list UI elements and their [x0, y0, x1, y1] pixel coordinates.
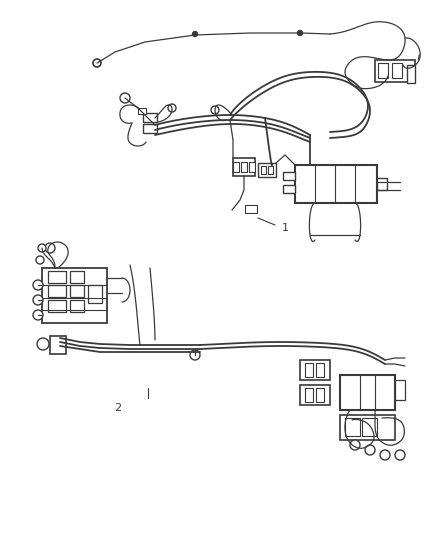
Bar [70, 300, 84, 312]
Bar [233, 162, 238, 172]
Circle shape [93, 59, 101, 67]
Bar [48, 285, 66, 297]
Bar [244, 205, 256, 213]
Bar [233, 158, 254, 176]
Circle shape [364, 445, 374, 455]
Bar [50, 336, 66, 354]
Bar [138, 108, 146, 114]
Bar [406, 65, 414, 83]
Bar [42, 268, 107, 323]
Bar [339, 375, 394, 410]
Bar [48, 300, 66, 312]
Circle shape [192, 31, 197, 36]
Circle shape [349, 440, 359, 450]
Bar [70, 271, 84, 283]
Bar [344, 418, 359, 436]
Circle shape [168, 104, 176, 112]
Bar [294, 165, 376, 203]
Bar [48, 271, 66, 283]
Bar [261, 166, 265, 174]
Text: 1: 1 [281, 223, 288, 233]
Text: 2: 2 [114, 403, 121, 413]
Bar [299, 360, 329, 380]
Circle shape [211, 106, 219, 114]
Bar [315, 388, 323, 402]
Circle shape [37, 338, 49, 350]
Bar [315, 363, 323, 377]
Circle shape [33, 280, 43, 290]
Bar [304, 388, 312, 402]
Bar [374, 60, 414, 82]
Circle shape [297, 30, 302, 36]
Bar [391, 63, 401, 78]
Bar [70, 285, 84, 297]
Bar [248, 162, 254, 172]
Bar [258, 163, 276, 177]
Bar [394, 380, 404, 400]
Circle shape [33, 310, 43, 320]
Circle shape [38, 244, 46, 252]
Bar [283, 185, 294, 193]
Bar [88, 285, 102, 303]
Bar [283, 172, 294, 180]
Bar [377, 63, 387, 78]
Circle shape [379, 450, 389, 460]
Circle shape [45, 243, 55, 253]
Bar [299, 385, 329, 405]
Bar [339, 415, 394, 440]
Bar [240, 162, 247, 172]
Bar [304, 363, 312, 377]
Circle shape [190, 350, 200, 360]
Circle shape [33, 295, 43, 305]
Bar [267, 166, 272, 174]
Bar [143, 124, 157, 133]
Circle shape [36, 256, 44, 264]
Circle shape [120, 93, 130, 103]
Bar [361, 418, 376, 436]
Bar [376, 178, 386, 190]
Bar [143, 113, 157, 122]
Circle shape [394, 450, 404, 460]
